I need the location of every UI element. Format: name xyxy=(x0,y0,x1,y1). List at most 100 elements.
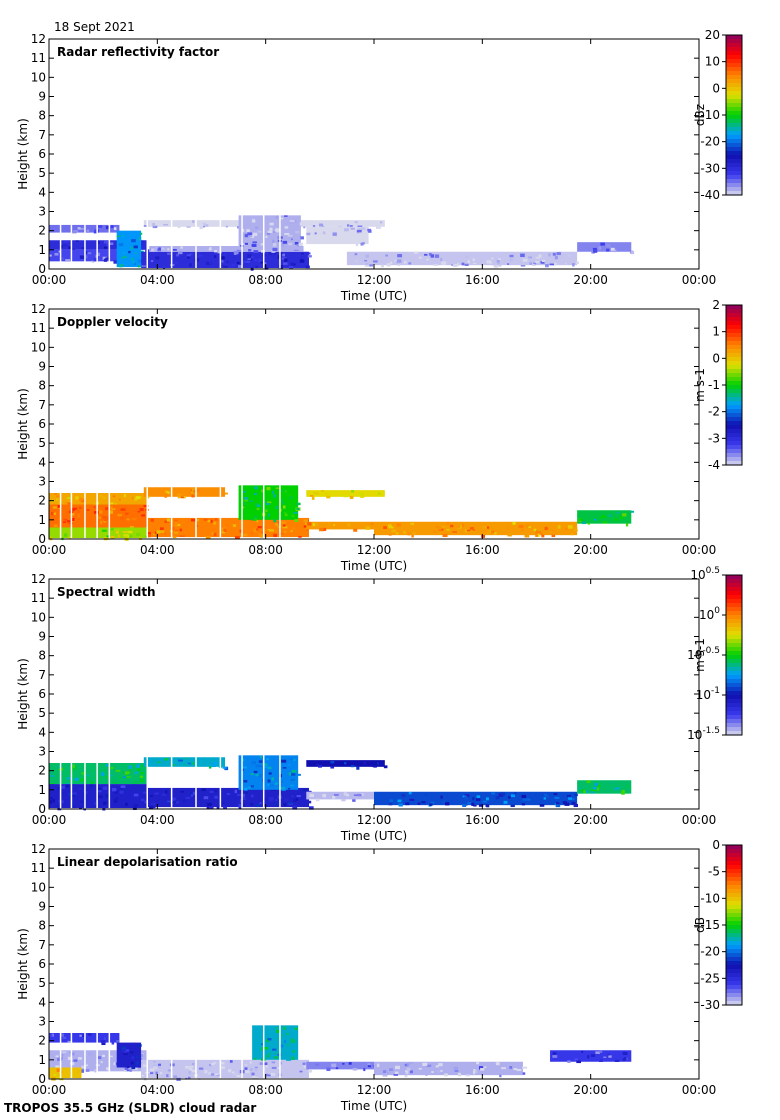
echo-pixel xyxy=(63,533,68,537)
echo-pixel xyxy=(207,520,212,523)
colorbar-segment xyxy=(726,917,742,922)
echo-pixel xyxy=(187,256,190,259)
echo-pixel xyxy=(484,524,488,527)
date-label: 18 Sept 2021 xyxy=(54,20,135,34)
echo-pixel xyxy=(74,777,80,781)
echo-pixel xyxy=(251,518,255,521)
echo-pixel xyxy=(81,772,85,776)
echo-pixel xyxy=(355,259,359,263)
echo-pixel xyxy=(311,496,315,500)
echo-pixel xyxy=(244,242,249,245)
echo-pixel xyxy=(276,1037,280,1040)
echo-pixel xyxy=(275,215,279,219)
echo-pixel xyxy=(111,1041,115,1045)
echo-pixel xyxy=(281,257,287,260)
data-gap xyxy=(241,747,243,809)
echo-pixel xyxy=(443,1073,448,1077)
echo-pixel xyxy=(286,1032,290,1036)
echo-pixel xyxy=(259,755,263,759)
data-gap xyxy=(170,477,173,539)
echo-pixel xyxy=(265,235,268,238)
echo-pixel xyxy=(548,531,552,533)
echo-pixel xyxy=(315,1063,320,1066)
echo-pixel xyxy=(126,518,130,521)
echo-pixel xyxy=(251,243,257,247)
colorbar-segment xyxy=(726,373,742,378)
echo-pixel xyxy=(289,495,293,500)
echo-pixel xyxy=(93,258,99,262)
echo-pixel xyxy=(158,1063,162,1066)
echo-pixel xyxy=(214,795,219,799)
echo-pixel xyxy=(140,765,144,767)
echo-pixel xyxy=(244,263,249,265)
echo-pixel xyxy=(81,247,85,250)
colorbar-segment xyxy=(726,965,742,970)
echo-pixel xyxy=(322,794,327,798)
echo-pixel xyxy=(102,256,107,261)
colorbar-segment xyxy=(726,957,742,962)
echo-pixel xyxy=(281,787,286,791)
echo-pixel xyxy=(258,532,262,537)
echo-pixel xyxy=(363,761,367,765)
echo-pixel xyxy=(503,800,508,804)
echo-pixel xyxy=(277,521,281,524)
echo-pixel xyxy=(243,787,248,791)
echo-pixel xyxy=(121,256,124,259)
echo-pixel xyxy=(418,256,423,259)
echo-pixel xyxy=(382,1074,388,1077)
echo-pixel xyxy=(394,1065,400,1070)
echo-pixel xyxy=(194,258,200,262)
echo-pixel xyxy=(149,1068,155,1072)
echo-pixel xyxy=(132,260,135,264)
echo-pixel xyxy=(280,503,283,506)
echo-pixel xyxy=(87,1033,92,1036)
echo-pixel xyxy=(183,763,187,766)
colorbar-segment xyxy=(726,143,742,148)
echo-pixel xyxy=(89,784,93,787)
echo-pixel xyxy=(597,784,601,788)
echo-pixel xyxy=(273,251,277,255)
echo-pixel xyxy=(566,794,572,797)
echo-pixel xyxy=(411,534,414,538)
echo-pixel xyxy=(319,240,324,243)
y-tick-label: 10 xyxy=(31,340,46,354)
colorbar-segment xyxy=(726,191,742,196)
echo-pixel xyxy=(601,515,606,518)
echo-pixel xyxy=(291,514,295,518)
echo-pixel xyxy=(106,535,110,538)
echo-pixel xyxy=(223,528,227,532)
echo-pixel xyxy=(493,265,499,268)
colorbar-segment xyxy=(726,1001,742,1006)
echo-pixel xyxy=(596,787,600,791)
echo-pixel xyxy=(544,526,548,531)
echo-pixel xyxy=(360,793,364,796)
echo-pixel xyxy=(133,1067,138,1070)
echo-pixel xyxy=(104,240,109,244)
colorbar-segment xyxy=(726,67,742,72)
echo-pixel xyxy=(564,262,568,265)
x-tick-label: 04:00 xyxy=(140,543,175,557)
echo-pixel xyxy=(491,263,497,266)
echo-pixel xyxy=(122,531,128,533)
echo-pixel xyxy=(284,513,288,517)
echo-pixel xyxy=(295,798,299,801)
echo-pixel xyxy=(100,1040,106,1044)
echo-pixel xyxy=(127,530,133,534)
echo-pixel xyxy=(472,796,475,801)
echo-pixel xyxy=(424,253,428,256)
colorbar-tick-label: -25 xyxy=(700,971,720,985)
echo-pixel xyxy=(274,803,278,805)
echo-pixel xyxy=(163,532,168,536)
colorbar-segment xyxy=(726,321,742,326)
echo-pixel xyxy=(317,764,322,768)
echo-pixel xyxy=(64,501,70,504)
echo-pixel xyxy=(251,761,256,765)
echo-pixel xyxy=(428,252,432,256)
colorbar-segment xyxy=(726,877,742,882)
echo-pixel xyxy=(272,1048,277,1051)
echo-pixel xyxy=(446,528,450,531)
echo-pixel xyxy=(115,530,119,534)
echo-pixel xyxy=(342,1063,345,1065)
y-tick-label: 0 xyxy=(38,532,46,546)
echo-pixel xyxy=(155,1071,158,1075)
